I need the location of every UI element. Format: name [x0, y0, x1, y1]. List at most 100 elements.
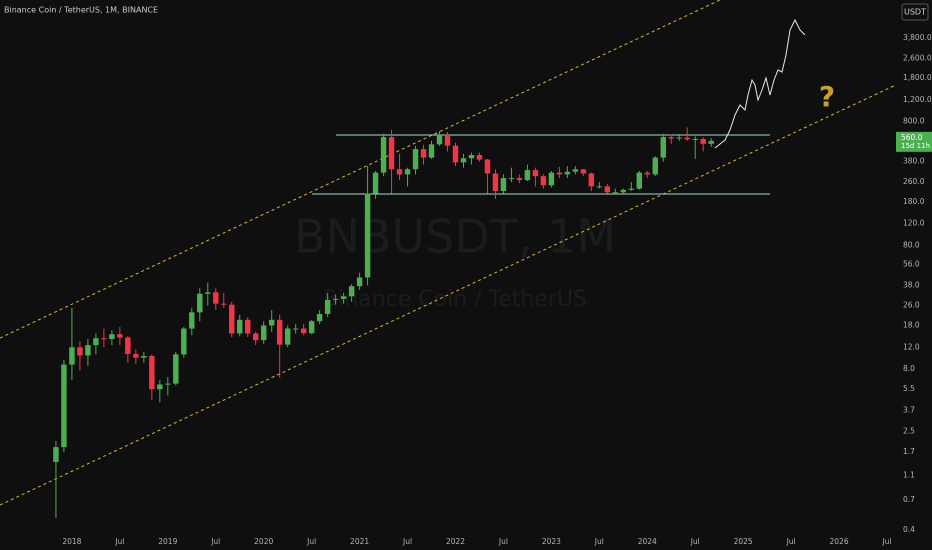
candle-body: [436, 134, 443, 145]
candle-body: [404, 169, 411, 175]
countdown-label: 15d 11h: [901, 142, 930, 150]
candle-body: [356, 277, 363, 287]
candle-body: [644, 172, 650, 175]
x-tick-label: Jul: [306, 537, 316, 546]
y-tick-label: 380.0: [903, 157, 925, 166]
candle-body: [292, 328, 299, 330]
candle-body: [628, 188, 635, 190]
y-tick-label: 1,800.0: [903, 73, 932, 82]
candle-body: [197, 293, 203, 313]
candle-body: [348, 286, 355, 297]
candle-body: [229, 304, 235, 334]
candle-body: [612, 192, 619, 194]
candle-body: [460, 158, 467, 163]
channel-upper: [0, 0, 721, 339]
candle-body: [61, 364, 67, 448]
candle-body: [524, 170, 531, 181]
candle-body: [284, 328, 291, 345]
y-tick-label: 8.0: [903, 364, 915, 373]
candle-body: [500, 178, 507, 192]
price-axis: [895, 0, 932, 550]
candle-body: [316, 313, 323, 322]
candle-body: [580, 169, 587, 174]
candle-body: [380, 137, 387, 173]
candle-body: [276, 319, 283, 345]
y-tick-label: 3.7: [903, 405, 915, 414]
x-tick-label: Jul: [402, 537, 412, 546]
x-tick-label: 2021: [350, 537, 369, 546]
last-price-box: [896, 131, 932, 152]
candle-body: [101, 338, 107, 340]
candle-body: [556, 172, 563, 175]
candle-body: [141, 355, 147, 358]
candle-body: [452, 145, 459, 163]
candle-body: [149, 355, 155, 390]
y-tick-label: 120.0: [903, 219, 925, 228]
candle-body: [221, 303, 227, 305]
candle-body: [508, 178, 515, 180]
candle-body: [165, 383, 171, 385]
x-tick-label: 2026: [830, 537, 849, 546]
candle-body: [444, 134, 451, 146]
x-tick-label: Jul: [498, 537, 508, 546]
x-tick-label: 2020: [254, 537, 273, 546]
x-tick-label: 2018: [62, 537, 81, 546]
candle-body: [93, 338, 99, 346]
candle-body: [684, 137, 690, 140]
candle-body: [205, 292, 211, 294]
currency-box: [901, 3, 929, 21]
x-tick-label: 2024: [638, 537, 657, 546]
candle-body: [364, 193, 371, 278]
candle-body: [692, 138, 698, 140]
y-tick-label: 80.0: [903, 240, 920, 249]
y-tick-label: 56.0: [903, 260, 920, 269]
candle-body: [388, 137, 395, 170]
time-axis: [0, 535, 895, 550]
candle-body: [564, 171, 571, 175]
header: Binance Coin / TetherUS, 1M, BINANCE: [4, 6, 158, 15]
candle-body: [324, 299, 331, 314]
candle-body: [540, 176, 547, 186]
candle-body: [484, 159, 491, 174]
x-tick-label: Jul: [594, 537, 604, 546]
x-tick-label: Jul: [881, 537, 891, 546]
candle-body: [85, 345, 91, 356]
candle-body: [372, 172, 379, 194]
candle-body: [468, 155, 475, 159]
candle-body: [181, 328, 187, 355]
candle-body: [708, 140, 714, 144]
y-tick-label: 0.7: [903, 495, 915, 504]
candle-body: [532, 170, 539, 177]
candle-body: [245, 319, 251, 334]
question-mark: ?: [819, 80, 835, 113]
x-tick-label: Jul: [690, 537, 700, 546]
x-tick-label: Jul: [114, 537, 124, 546]
candle-body: [117, 334, 123, 338]
candle-body: [420, 149, 427, 158]
watermark-sub: Binance Coin / TetherUS: [323, 287, 587, 312]
x-tick-label: 2023: [542, 537, 561, 546]
y-tick-label: 12.0: [903, 342, 920, 351]
candle-body: [516, 178, 523, 181]
candle-body: [492, 173, 499, 192]
candle-body: [332, 298, 339, 300]
y-tick-label: 180.0: [903, 197, 925, 206]
candle-body: [596, 186, 603, 188]
candle-body: [604, 186, 611, 193]
x-tick-label: 2022: [446, 537, 465, 546]
y-tick-label: 3,800.0: [903, 33, 932, 42]
y-tick-label: 1.7: [903, 447, 915, 456]
y-tick-label: 0.4: [903, 525, 915, 534]
candle-body: [213, 292, 219, 304]
y-tick-label: 18.0: [903, 320, 920, 329]
candle-body: [237, 319, 243, 334]
candle-body: [676, 137, 682, 139]
projection-path: [714, 18, 806, 149]
y-tick-label: 1.1: [903, 471, 915, 480]
candle-body: [620, 189, 627, 193]
candle-body: [189, 312, 195, 329]
candle-body: [340, 296, 347, 299]
y-tick-label: 1,200.0: [903, 95, 932, 104]
